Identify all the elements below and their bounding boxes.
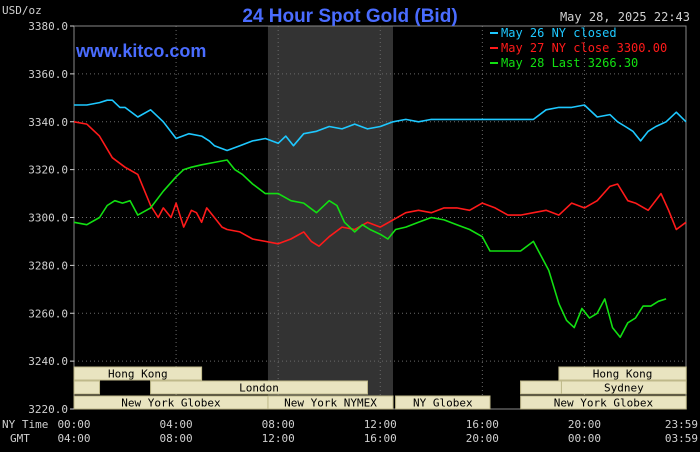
x-tick-label-ny: 08:00	[262, 418, 295, 431]
y-tick-label: 3320.0	[28, 164, 68, 177]
session-label: NY Globex	[413, 397, 473, 410]
x-tick-label-gmt: 12:00	[262, 432, 295, 445]
x-tick-label-ny: 12:00	[364, 418, 397, 431]
y-tick-label: 3300.0	[28, 212, 68, 225]
x-tick-label-gmt: 08:00	[160, 432, 193, 445]
timestamp: May 28, 2025 22:43	[560, 10, 690, 24]
session-label: Hong Kong	[593, 368, 653, 381]
x-tick-label-gmt: 20:00	[466, 432, 499, 445]
x-tick-label-ny: 16:00	[466, 418, 499, 431]
legend-label: May 27 NY close 3300.00	[501, 41, 667, 55]
x-tick-label-ny: 04:00	[160, 418, 193, 431]
x-tick-label-ny: 00:00	[57, 418, 90, 431]
x-tick-label-ny: 20:00	[568, 418, 601, 431]
y-tick-label: 3240.0	[28, 355, 68, 368]
session-bar	[73, 366, 203, 381]
session-label: New York Globex	[121, 397, 221, 410]
y-axis-ticks: 3380.0 3360.0 3340.0 3320.0 3300.0 3280.0 3260…	[28, 20, 74, 416]
series-line	[73, 159, 667, 339]
session-bar	[520, 380, 562, 395]
series-line	[74, 99, 687, 152]
x-tick-label-gmt: 03:59	[665, 432, 698, 445]
session-bar	[560, 380, 687, 395]
unit-label: USD/oz	[2, 4, 42, 17]
y-tick-label: 3380.0	[28, 20, 68, 33]
y-tick-label: 3220.0	[28, 403, 68, 416]
session-bar	[267, 395, 394, 410]
y-tick-label: 3340.0	[28, 116, 68, 129]
session-label: Sydney	[604, 382, 644, 395]
y-tick-label: 3260.0	[28, 307, 68, 320]
x-tick-label-gmt: 04:00	[57, 432, 90, 445]
x-tick-label-ny: 23:59	[665, 418, 698, 431]
series-line	[73, 121, 687, 247]
session-label: New York Globex	[554, 397, 654, 410]
x-tick-label-gmt: 00:00	[568, 432, 601, 445]
chart-title: 24 Hour Spot Gold (Bid)	[242, 6, 457, 27]
gmt-label: GMT	[10, 432, 30, 445]
session-bar	[73, 380, 101, 395]
session-bar	[520, 395, 687, 410]
chart-series	[73, 99, 687, 339]
session-label: London	[239, 382, 279, 395]
session-bar	[150, 380, 368, 395]
session-bar	[558, 366, 687, 381]
session-bar	[395, 395, 491, 410]
brand-url: www.kitco.com	[75, 41, 206, 61]
y-tick-label: 3360.0	[28, 68, 68, 81]
session-label: Hong Kong	[108, 368, 168, 381]
x-axis-ticks: 00:0004:0004:0008:0008:0012:0012:0016:00…	[57, 418, 698, 445]
legend-label: May 26 NY closed	[501, 26, 617, 40]
session-label: New York NYMEX	[284, 397, 377, 410]
x-tick-label-gmt: 16:00	[364, 432, 397, 445]
ny-time-label: NY Time	[2, 418, 48, 431]
y-tick-label: 3280.0	[28, 259, 68, 272]
legend-label: May 28 Last 3266.30	[501, 56, 638, 70]
market-sessions: Hong Kong Hong Kong London Sydney New York G…	[73, 366, 687, 410]
